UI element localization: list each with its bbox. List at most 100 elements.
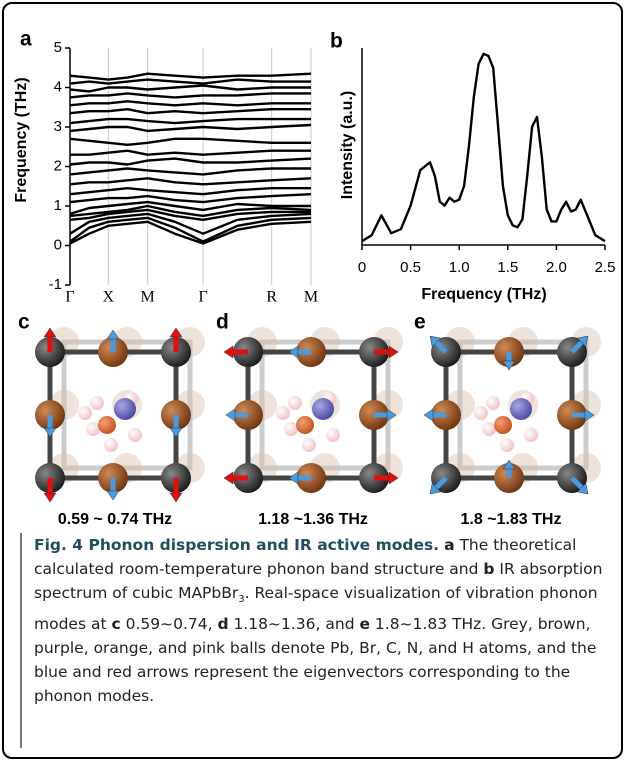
eigenvector-head [386,408,397,422]
atom-h [104,438,118,452]
band [69,100,311,107]
band [69,208,311,221]
x-tick-label: X [103,289,115,306]
mode-label: 0.59 ~ 0.74 THz [58,511,172,528]
y-tick-label: 3 [54,118,62,135]
mode-label: 1.8 ~1.83 THz [461,511,562,528]
band [69,204,312,218]
x-axis-title: Frequency (THz) [421,286,546,303]
eigenvector-head [576,482,589,495]
y-axis-title: Frequency (THz) [13,77,30,202]
eigenvector-head [169,427,183,438]
cube-back [61,339,193,471]
atom-h [78,406,92,420]
atom-h [474,406,488,420]
band [69,216,312,243]
eigenvector-shaft [433,476,448,491]
panel-label: d [216,311,229,334]
caption-run: 0.59~0.74, [120,615,218,634]
mode-label: 1.18 ~1.36 THz [258,511,368,528]
atom-h [524,428,538,442]
structure: c 0.59 ~ 0.74 THz [18,311,205,528]
eigenvector-head [223,345,234,359]
y-tick-label: -1 [49,276,62,293]
panel-label: e [414,311,426,334]
caption-run: b [483,560,495,578]
x-tick-label: 1.5 [497,259,518,276]
x-tick-label: R [266,289,277,306]
atom-h [288,396,302,410]
cube-back [457,339,589,471]
atom-h [500,438,514,452]
y-tick-label: 5 [54,39,62,56]
atom-h [486,396,500,410]
y-tick-label: 1 [54,197,62,214]
eigenvector-shaft [570,476,585,491]
panel-label: c [18,311,30,334]
band [69,157,312,166]
y-tick-label: 4 [54,78,62,95]
x-tick-label: 0.5 [400,259,421,276]
atom-h [326,428,340,442]
figure-frame [2,2,623,759]
caption-run: c [111,615,121,634]
eigenvector-head [169,492,183,503]
atom-c [114,398,136,420]
eigenvector-head [429,482,442,495]
eigenvector-head [288,345,299,359]
atom-n [296,416,314,434]
eigenvector-head [423,408,434,422]
eigenvector-head [43,427,57,438]
atom-h [86,422,100,436]
band [69,137,311,146]
band [69,123,312,133]
caption-run: The theoretical calculated room-temperat… [34,536,577,578]
band [69,92,311,99]
caption-run: 1.8~1.83 THz. Grey, brown, purple, orang… [34,615,597,706]
atom-h [302,438,316,452]
band [69,72,312,81]
eigenvector-head [502,360,516,371]
atom-h [284,422,298,436]
atom-n [98,416,116,434]
band [69,84,311,93]
caption-run: IR absorption spectrum of cubic MAPbBr [34,560,603,602]
structure: d 1.18 ~1.36 THz [216,311,403,528]
eigenvector-head [106,329,120,340]
caption-run: 3 [238,594,245,606]
atom-h [90,396,104,410]
caption-run: . Real-space visualization of vibration … [34,584,598,634]
eigenvector-head [225,408,236,422]
eigenvector-head [106,490,120,501]
caption-run: e [359,615,370,634]
panel-label: a [20,28,32,51]
eigenvector-head [584,408,595,422]
band [69,78,311,85]
band [69,167,311,176]
eigenvector-head [429,335,442,348]
eigenvector-head [576,335,589,348]
atom-h [482,422,496,436]
y-tick-label: 0 [54,236,62,253]
band [69,220,312,245]
x-tick-label: Γ [198,289,207,306]
eigenvector-shaft [433,339,448,354]
band [69,193,312,204]
x-tick-label: 0 [358,259,366,276]
atom-c [312,398,334,420]
x-tick-label: M [141,289,155,306]
y-tick-label: 2 [54,157,62,174]
eigenvector-head [43,327,57,338]
band [69,117,311,125]
eigenvector-head [288,471,299,485]
band [69,108,311,115]
spectrum [361,52,606,243]
atom-h [128,428,142,442]
caption-run: a [444,536,455,554]
eigenvector-head [388,471,399,485]
figure: a Frequency (THz) Γ X M Γ R M -1 0 1 2 3 4 5 b Intensity… [13,28,615,529]
band [69,187,311,196]
caption-run: Fig. 4 Phonon dispersion and IR active m… [34,536,440,554]
band [69,177,312,186]
atom-h [276,406,290,420]
